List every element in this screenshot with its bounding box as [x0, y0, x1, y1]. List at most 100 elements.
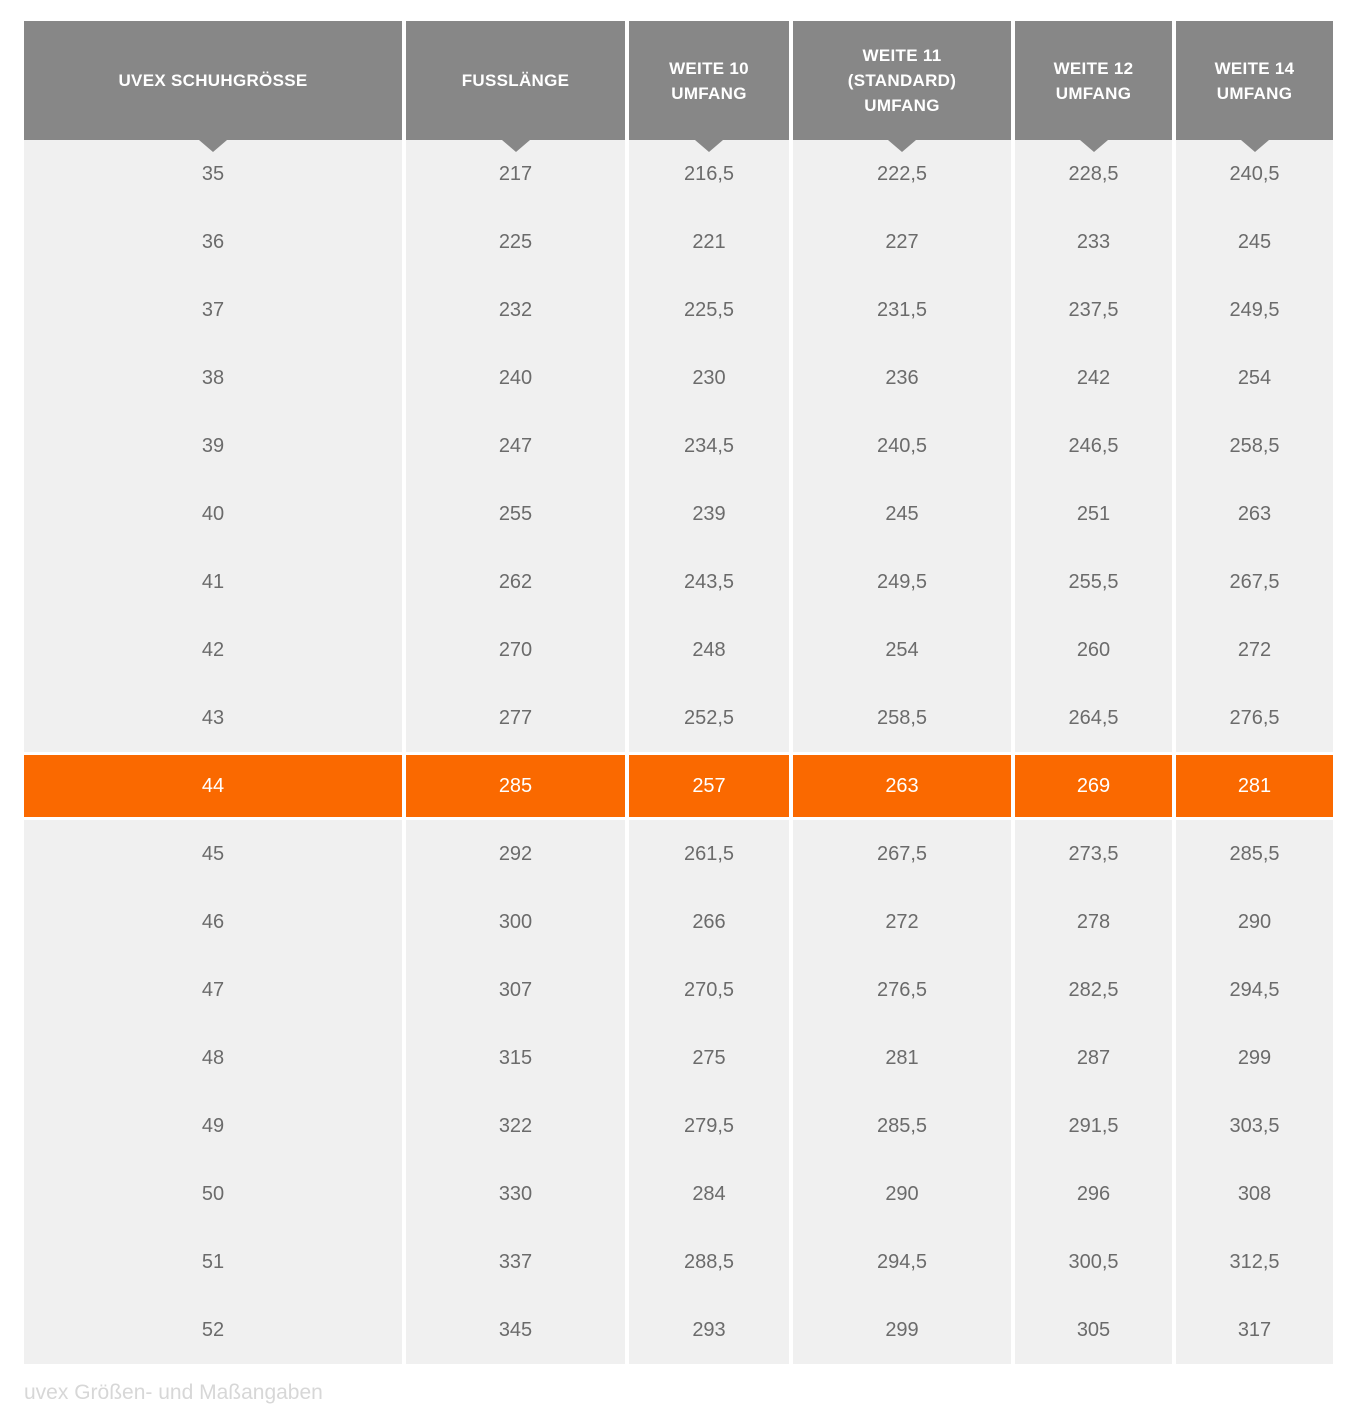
- cell-weite12: 296: [1015, 1160, 1172, 1228]
- column-header-label: FUSSLÄNGE: [461, 71, 570, 90]
- cell-weite12: 305: [1015, 1296, 1172, 1364]
- cell-weite10: 225,5: [629, 276, 789, 344]
- cell-weite12: 255,5: [1015, 548, 1172, 616]
- cell-weite14: 281: [1176, 752, 1333, 820]
- size-table-header-row: UVEX SCHUHGRÖSSE FUSSLÄNGE WEITE 10 UMFANG…: [24, 21, 1333, 152]
- cell-weite12: 228,5: [1015, 140, 1172, 208]
- cell-weite14: 317: [1176, 1296, 1333, 1364]
- cell-weite11: 285,5: [793, 1092, 1011, 1160]
- cell-weite11: 258,5: [793, 684, 1011, 752]
- cell-schuhgroesse: 47: [24, 956, 402, 1024]
- cell-weite11: 245: [793, 480, 1011, 548]
- cell-weite12: 273,5: [1015, 820, 1172, 888]
- size-row-43[interactable]: 43 277 252,5 258,5 264,5 276,5: [24, 684, 1333, 752]
- size-row-52[interactable]: 52 345 293 299 305 317: [24, 1296, 1333, 1364]
- cell-weite10: 248: [629, 616, 789, 684]
- column-header-label: WEITE 10 UMFANG: [669, 58, 749, 103]
- cell-fusslaenge: 225: [406, 208, 625, 276]
- cell-fusslaenge: 285: [406, 752, 625, 820]
- column-header-weite10: WEITE 10 UMFANG: [629, 21, 789, 152]
- cell-schuhgroesse: 44: [24, 752, 402, 820]
- cell-weite10: 293: [629, 1296, 789, 1364]
- column-header-weite11: WEITE 11 (STANDARD) UMFANG: [793, 21, 1011, 152]
- size-table: UVEX SCHUHGRÖSSE FUSSLÄNGE WEITE 10 UMFANG…: [24, 21, 1333, 1364]
- cell-schuhgroesse: 48: [24, 1024, 402, 1092]
- cell-weite12: 282,5: [1015, 956, 1172, 1024]
- pointer-down-icon: [888, 140, 916, 152]
- cell-fusslaenge: 240: [406, 344, 625, 412]
- cell-weite10: 266: [629, 888, 789, 956]
- cell-weite11: 240,5: [793, 412, 1011, 480]
- cell-fusslaenge: 315: [406, 1024, 625, 1092]
- cell-weite12: 246,5: [1015, 412, 1172, 480]
- column-header-weite12: WEITE 12 UMFANG: [1015, 21, 1172, 152]
- size-row-36[interactable]: 36 225 221 227 233 245: [24, 208, 1333, 276]
- size-row-42[interactable]: 42 270 248 254 260 272: [24, 616, 1333, 684]
- cell-weite14: 258,5: [1176, 412, 1333, 480]
- cell-weite14: 299: [1176, 1024, 1333, 1092]
- size-row-45[interactable]: 45 292 261,5 267,5 273,5 285,5: [24, 820, 1333, 888]
- size-row-48[interactable]: 48 315 275 281 287 299: [24, 1024, 1333, 1092]
- cell-weite11: 267,5: [793, 820, 1011, 888]
- size-row-51[interactable]: 51 337 288,5 294,5 300,5 312,5: [24, 1228, 1333, 1296]
- cell-schuhgroesse: 41: [24, 548, 402, 616]
- cell-weite12: 237,5: [1015, 276, 1172, 344]
- size-row-49[interactable]: 49 322 279,5 285,5 291,5 303,5: [24, 1092, 1333, 1160]
- size-row-41[interactable]: 41 262 243,5 249,5 255,5 267,5: [24, 548, 1333, 616]
- cell-weite14: 272: [1176, 616, 1333, 684]
- cell-weite11: 263: [793, 752, 1011, 820]
- cell-fusslaenge: 337: [406, 1228, 625, 1296]
- size-row-46[interactable]: 46 300 266 272 278 290: [24, 888, 1333, 956]
- cell-weite11: 227: [793, 208, 1011, 276]
- cell-weite10: 216,5: [629, 140, 789, 208]
- size-row-39[interactable]: 39 247 234,5 240,5 246,5 258,5: [24, 412, 1333, 480]
- cell-weite12: 300,5: [1015, 1228, 1172, 1296]
- cell-schuhgroesse: 49: [24, 1092, 402, 1160]
- cell-weite12: 278: [1015, 888, 1172, 956]
- column-header-weite14: WEITE 14 UMFANG: [1176, 21, 1333, 152]
- cell-weite11: 299: [793, 1296, 1011, 1364]
- cell-schuhgroesse: 42: [24, 616, 402, 684]
- cell-weite14: 285,5: [1176, 820, 1333, 888]
- table-caption: uvex Größen- und Maßangaben: [24, 1381, 323, 1404]
- column-header-label: WEITE 12 UMFANG: [1053, 58, 1134, 103]
- cell-weite10: 270,5: [629, 956, 789, 1024]
- size-row-38[interactable]: 38 240 230 236 242 254: [24, 344, 1333, 412]
- column-header-label: UVEX SCHUHGRÖSSE: [118, 71, 308, 90]
- cell-weite14: 276,5: [1176, 684, 1333, 752]
- size-row-47[interactable]: 47 307 270,5 276,5 282,5 294,5: [24, 956, 1333, 1024]
- cell-weite11: 249,5: [793, 548, 1011, 616]
- cell-weite14: 294,5: [1176, 956, 1333, 1024]
- size-row-44-selected[interactable]: 44 285 257 263 269 281: [24, 752, 1333, 820]
- column-header-label: WEITE 14 UMFANG: [1214, 58, 1295, 103]
- size-row-50[interactable]: 50 330 284 290 296 308: [24, 1160, 1333, 1228]
- pointer-down-icon: [501, 140, 530, 152]
- cell-fusslaenge: 232: [406, 276, 625, 344]
- pointer-down-icon: [695, 140, 723, 152]
- cell-weite14: 308: [1176, 1160, 1333, 1228]
- cell-weite11: 254: [793, 616, 1011, 684]
- cell-schuhgroesse: 52: [24, 1296, 402, 1364]
- pointer-down-icon: [1079, 140, 1108, 152]
- size-row-40[interactable]: 40 255 239 245 251 263: [24, 480, 1333, 548]
- cell-weite10: 257: [629, 752, 789, 820]
- cell-weite10: 230: [629, 344, 789, 412]
- cell-weite14: 254: [1176, 344, 1333, 412]
- cell-weite10: 288,5: [629, 1228, 789, 1296]
- cell-weite12: 264,5: [1015, 684, 1172, 752]
- size-table-body: 35 217 216,5 222,5 228,5 240,5 36 225 221 227 233 2…: [24, 140, 1333, 1364]
- cell-weite11: 236: [793, 344, 1011, 412]
- cell-weite10: 261,5: [629, 820, 789, 888]
- cell-weite11: 294,5: [793, 1228, 1011, 1296]
- size-row-37[interactable]: 37 232 225,5 231,5 237,5 249,5: [24, 276, 1333, 344]
- cell-weite12: 242: [1015, 344, 1172, 412]
- cell-weite14: 249,5: [1176, 276, 1333, 344]
- cell-weite12: 251: [1015, 480, 1172, 548]
- pointer-down-icon: [1240, 140, 1269, 152]
- column-header-label: WEITE 11 (STANDARD) UMFANG: [847, 46, 957, 115]
- column-header-schuhgroesse: UVEX SCHUHGRÖSSE: [24, 21, 402, 152]
- cell-weite10: 284: [629, 1160, 789, 1228]
- cell-schuhgroesse: 45: [24, 820, 402, 888]
- cell-fusslaenge: 247: [406, 412, 625, 480]
